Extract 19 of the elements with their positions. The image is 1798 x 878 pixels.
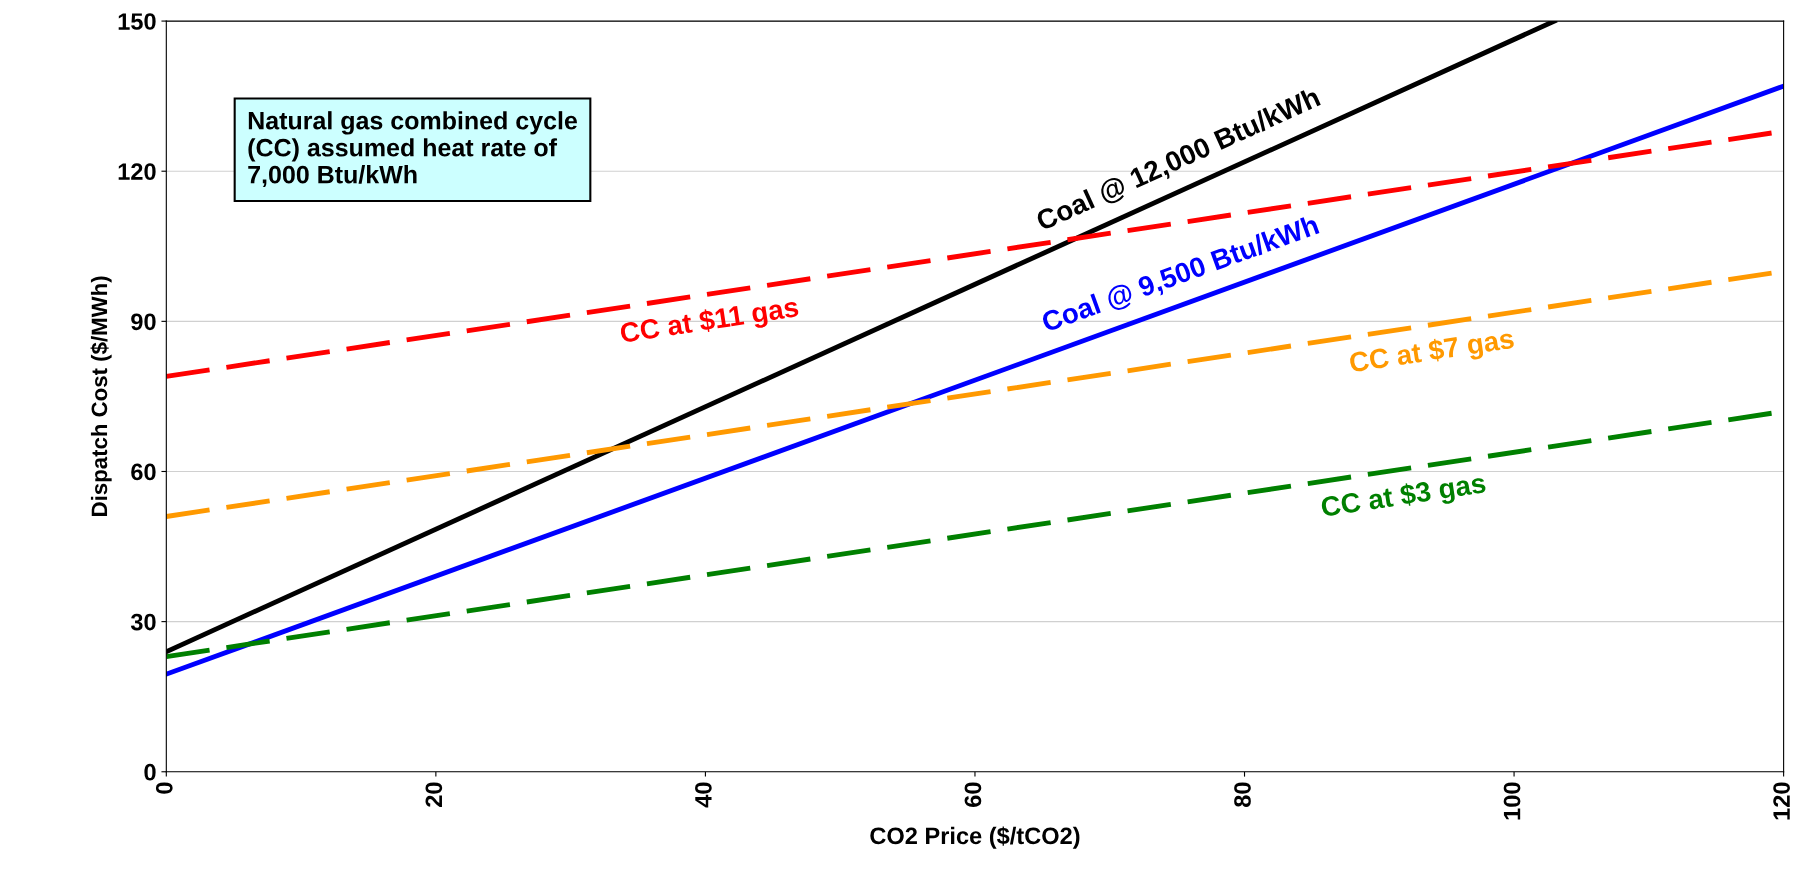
x-tick-label: 20 [425,782,443,807]
x-tick-label: 100 [1503,782,1521,820]
text: CC at $11 gas [619,295,800,349]
y-tick-label: 60 [131,463,156,481]
y-tick-label: 120 [118,163,156,180]
x-tick-label: 80 [1234,782,1251,807]
x-axis-title: CO2 Price ($/tCO2) [870,826,1080,849]
y-tick-label: 90 [131,313,156,331]
x-tick-label: 0 [155,782,173,794]
y-tick-label: 30 [130,613,156,631]
y-tick-label: 150 [118,13,156,30]
text: CC at $7 gas [1348,327,1516,379]
annotation: Natural gas combined cycle (CC) assumed heat rate of 7,000 Btu/kWh [248,111,577,188]
x-tick-label: 40 [695,782,712,808]
y-axis-title: Dispatch Cost ($/MWh) [90,276,112,516]
text: CC at $3 gas [1320,471,1487,523]
x-tick-label: 60 [964,782,982,807]
y-tick-label: 0 [144,763,156,781]
x-tick-label: 120 [1773,782,1790,820]
